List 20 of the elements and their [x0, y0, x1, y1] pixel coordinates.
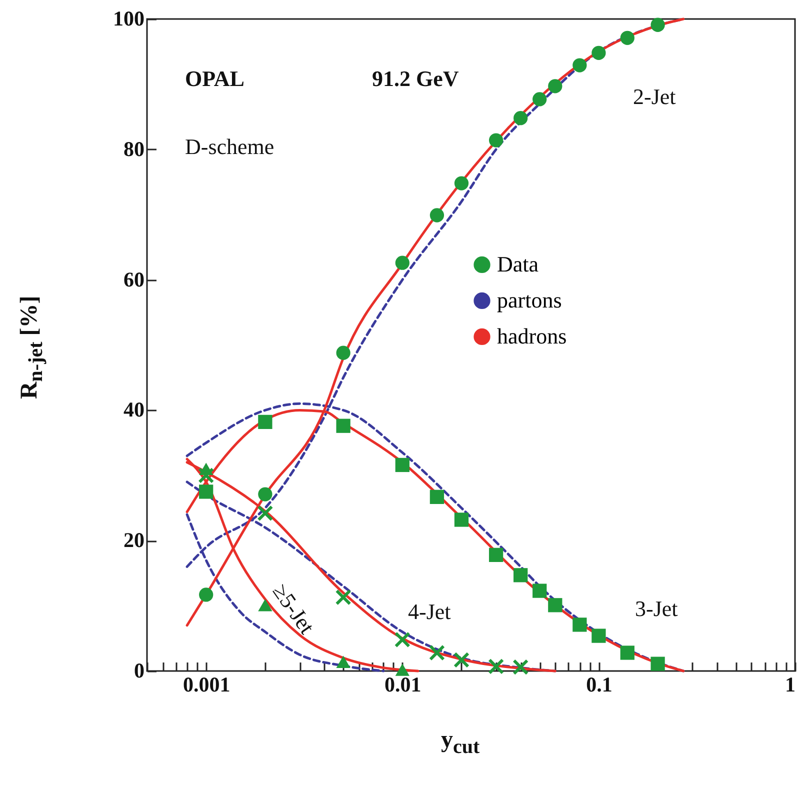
annotation: 91.2 GeV	[372, 66, 459, 91]
y-tick-label: 80	[124, 136, 144, 161]
x-tick-label: 0.001	[182, 672, 230, 696]
y-tick-label: 40	[124, 398, 144, 422]
annotation: OPAL	[185, 66, 244, 91]
x-tick-label: 0.1	[586, 672, 612, 696]
y-tick-label: 100	[113, 6, 144, 30]
annotation: D-scheme	[185, 134, 274, 159]
legend-label: partons	[497, 288, 562, 313]
annotation: 4-Jet	[408, 599, 451, 624]
x-tick-label: 0.01	[384, 672, 422, 696]
annotation: 3-Jet	[635, 596, 678, 621]
legend-label: hadrons	[497, 324, 567, 349]
y-tick-label: 60	[124, 267, 144, 292]
y-tick-label: 20	[124, 528, 144, 552]
legend-label: Data	[497, 252, 539, 277]
x-tick-label: 1	[785, 672, 796, 696]
annotation: 2-Jet	[633, 84, 676, 109]
x-axis-title: y$_{cut}$	[441, 727, 480, 758]
y-tick-label: 0	[134, 658, 144, 682]
